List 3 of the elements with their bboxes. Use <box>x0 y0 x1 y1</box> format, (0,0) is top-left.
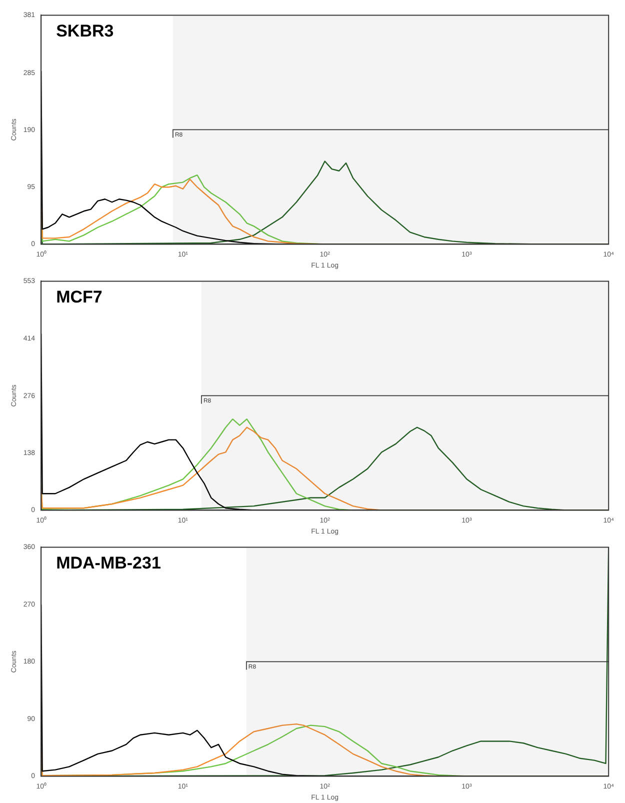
chart-title: MCF7 <box>56 287 102 306</box>
chart-title: MDA-MB-231 <box>56 553 161 572</box>
chart-title: SKBR3 <box>56 21 114 40</box>
